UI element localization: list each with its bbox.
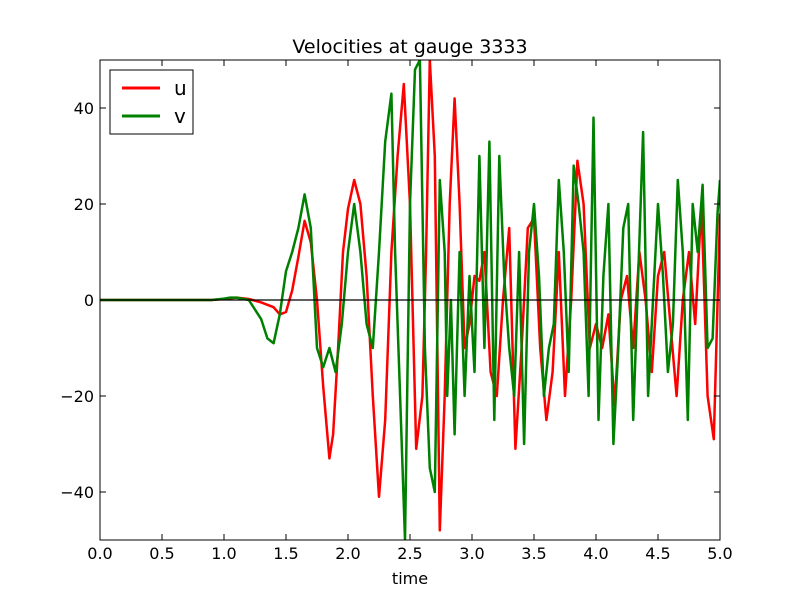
- legend: u v: [109, 69, 194, 135]
- x-tick-label: 2.5: [397, 544, 422, 563]
- x-tick-label: 1.0: [211, 544, 236, 563]
- y-tick-label: 20: [74, 195, 94, 214]
- chart-title: Velocities at gauge 3333: [292, 36, 527, 58]
- series-layer: [100, 60, 720, 540]
- x-tick-label: 4.0: [583, 544, 608, 563]
- y-tick-label: 0: [84, 291, 94, 310]
- legend-label-u: u: [174, 76, 187, 100]
- x-axis: 0.0 0.5 1.0 1.5 2.0 2.5 3.0 3.5 4.0 4.5 5.0: [87, 60, 733, 563]
- y-tick-label: −40: [60, 483, 94, 502]
- x-tick-label: 3.0: [459, 544, 484, 563]
- y-axis: −40 −20 0 20 40: [60, 99, 720, 502]
- x-tick-label: 5.0: [707, 544, 732, 563]
- series-line-v: [100, 60, 720, 540]
- x-tick-label: 2.0: [335, 544, 360, 563]
- x-tick-label: 4.5: [645, 544, 670, 563]
- y-tick-label: −20: [60, 387, 94, 406]
- legend-box: [109, 69, 194, 135]
- x-axis-label: time: [392, 569, 428, 588]
- x-tick-label: 1.5: [273, 544, 298, 563]
- x-tick-label: 3.5: [521, 544, 546, 563]
- x-tick-label: 0.0: [87, 544, 112, 563]
- y-tick-label: 40: [74, 99, 94, 118]
- legend-label-v: v: [174, 104, 186, 128]
- x-tick-label: 0.5: [149, 544, 174, 563]
